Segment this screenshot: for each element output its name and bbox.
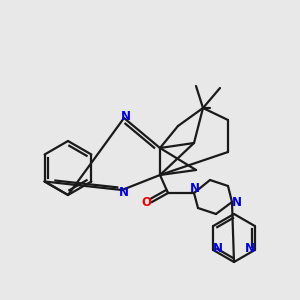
- Text: N: N: [232, 196, 242, 209]
- Text: O: O: [141, 196, 151, 209]
- Text: N: N: [213, 242, 223, 256]
- Text: N: N: [119, 185, 129, 199]
- Text: N: N: [245, 242, 255, 256]
- Text: N: N: [121, 110, 131, 124]
- Text: N: N: [190, 182, 200, 196]
